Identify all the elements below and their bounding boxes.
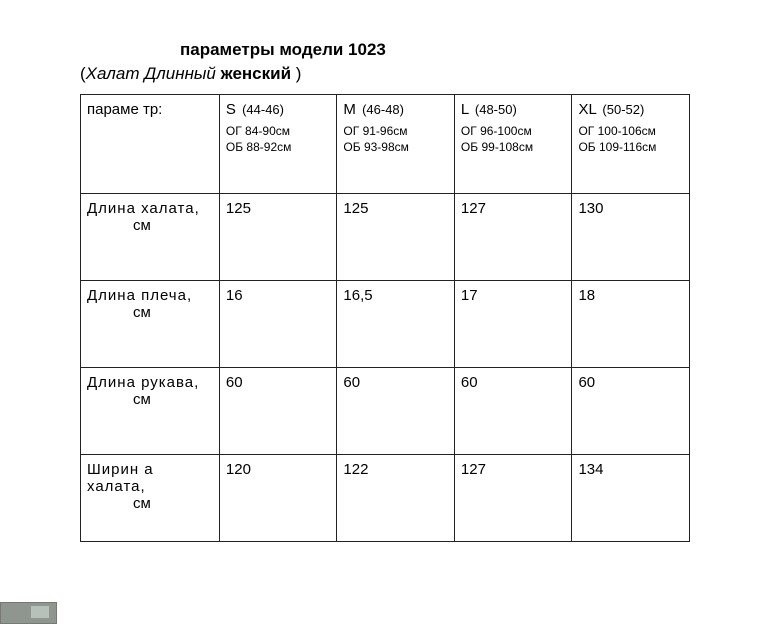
size-ob: ОБ 109-116см [578,140,683,154]
header-size-s: S (44-46) ОГ 84-90см ОБ 88-92см [219,95,337,194]
size-code: L [461,101,469,118]
param-unit: см [87,495,213,512]
param-name-cell: Длина плеча, см [81,281,220,368]
subtitle: (Халат Длинный женский ) [80,64,690,84]
param-name: Ширин а халата, [87,461,213,495]
table-row: Ширин а халата, см 120 122 127 134 [81,455,690,542]
cell-value: 18 [572,281,690,368]
table-row: Длина плеча, см 16 16,5 17 18 [81,281,690,368]
header-size-l: L (48-50) ОГ 96-100см ОБ 99-108см [454,95,572,194]
param-name: Длина халата, [87,200,200,217]
cell-value: 127 [454,455,572,542]
cell-value: 60 [219,368,337,455]
cell-value: 60 [572,368,690,455]
param-name: Длина плеча, [87,287,192,304]
param-unit: см [87,391,213,408]
header-size-xl: XL (50-52) ОГ 100-106см ОБ 109-116см [572,95,690,194]
param-unit: см [87,304,213,321]
header-param: параме тр: [81,95,220,194]
size-ob: ОБ 88-92см [226,140,331,154]
table-row: Длина рукава, см 60 60 60 60 [81,368,690,455]
size-og: ОГ 100-106см [578,124,683,138]
size-range: (48-50) [475,102,517,117]
cell-value: 120 [219,455,337,542]
size-range: (50-52) [602,102,644,117]
page-container: параметры модели 1023 (Халат Длинный жен… [0,0,770,542]
cell-value: 122 [337,455,455,542]
size-code: XL [578,101,596,118]
title: параметры модели 1023 [80,40,690,60]
cell-value: 60 [454,368,572,455]
size-code: M [343,101,356,118]
header-size-m: M (46-48) ОГ 91-96см ОБ 93-98см [337,95,455,194]
param-name-cell: Длина рукава, см [81,368,220,455]
cell-value: 16,5 [337,281,455,368]
cell-value: 127 [454,194,572,281]
cell-value: 60 [337,368,455,455]
subtitle-close: ) [291,64,301,83]
subtitle-bold: женский [221,64,291,83]
cell-value: 17 [454,281,572,368]
header-param-label: параме тр: [87,101,162,118]
sizing-table: параме тр: S (44-46) ОГ 84-90см ОБ 88-92… [80,94,690,542]
size-range: (44-46) [242,102,284,117]
param-name-cell: Длина халата, см [81,194,220,281]
size-ob: ОБ 93-98см [343,140,448,154]
size-range: (46-48) [362,102,404,117]
cell-value: 125 [219,194,337,281]
size-og: ОГ 91-96см [343,124,448,138]
size-ob: ОБ 99-108см [461,140,566,154]
cell-value: 134 [572,455,690,542]
table-row: Длина халата, см 125 125 127 130 [81,194,690,281]
cell-value: 16 [219,281,337,368]
param-name-cell: Ширин а халата, см [81,455,220,542]
size-og: ОГ 96-100см [461,124,566,138]
size-og: ОГ 84-90см [226,124,331,138]
param-name: Длина рукава, [87,374,199,391]
param-unit: см [87,217,213,234]
cell-value: 130 [572,194,690,281]
table-header-row: параме тр: S (44-46) ОГ 84-90см ОБ 88-92… [81,95,690,194]
cell-value: 125 [337,194,455,281]
size-code: S [226,101,236,118]
thumbnail-strip [0,602,57,624]
subtitle-italic: Халат Длинный [86,64,221,83]
